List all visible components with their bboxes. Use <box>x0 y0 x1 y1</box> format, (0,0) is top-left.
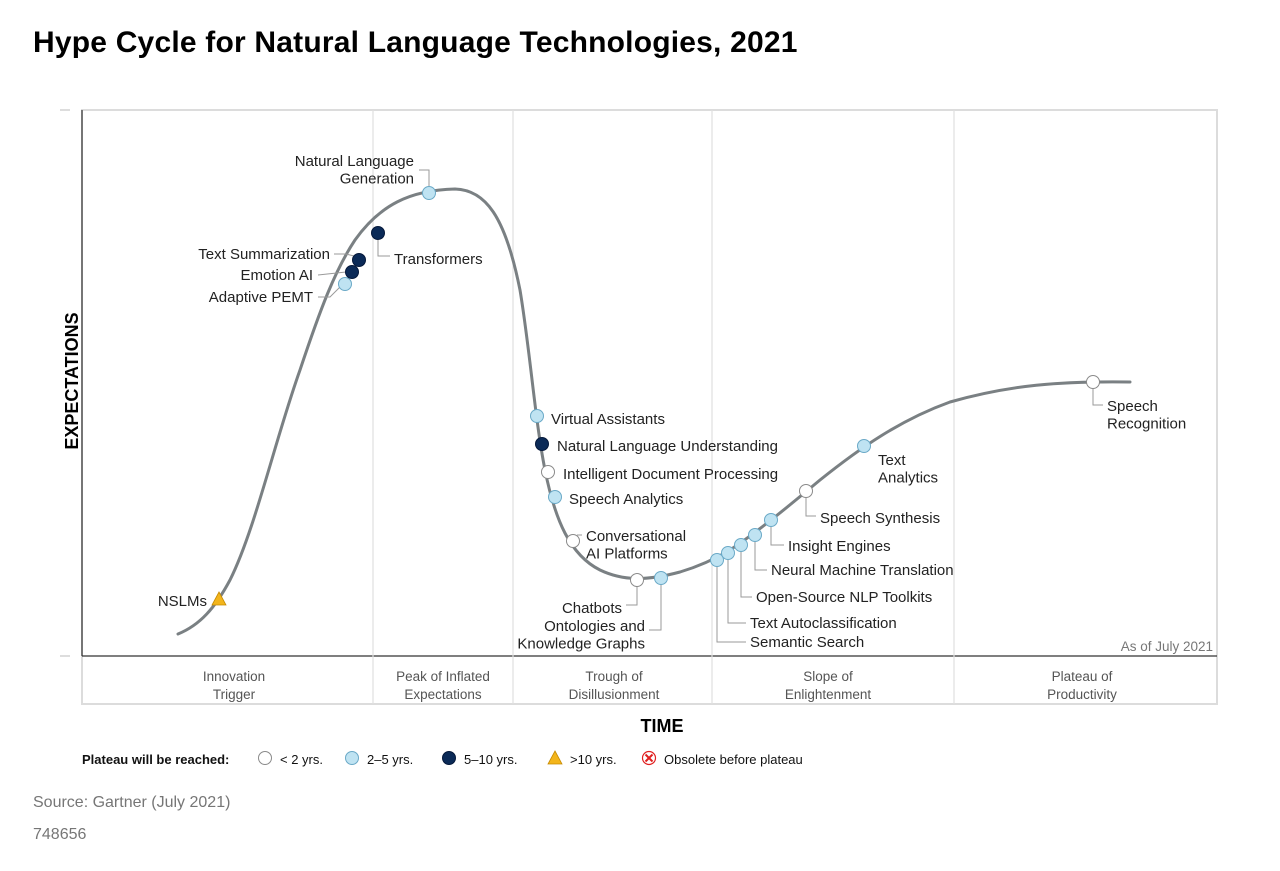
technology-label: Virtual Assistants <box>551 411 665 428</box>
technology-marker <box>548 490 562 504</box>
phase-labels: Innovation Trigger Peak of Inflated Expecta… <box>203 669 1117 702</box>
legend-label: >10 yrs. <box>570 752 617 767</box>
legend-title: Plateau will be reached: <box>82 752 229 767</box>
technology-label: Knowledge Graphs <box>517 636 645 653</box>
technology-label: Generation <box>340 171 414 188</box>
phase-label: Expectations <box>404 687 482 702</box>
leader-line <box>419 169 430 186</box>
leader-line <box>377 240 390 257</box>
source-note: Source: Gartner (July 2021) <box>33 794 231 811</box>
phase-label: Slope of <box>803 669 853 684</box>
technology-label: Transformers <box>394 251 483 268</box>
leader-line <box>740 552 752 598</box>
legend-label: Obsolete before plateau <box>664 752 803 767</box>
technology-marker <box>530 409 544 423</box>
page-title: Hype Cycle for Natural Language Technolo… <box>33 26 798 59</box>
technology-label: Natural Language Understanding <box>557 438 778 455</box>
x-axis-label: TIME <box>641 716 684 736</box>
legend-marker <box>345 751 359 765</box>
technology-label: Text <box>878 452 906 469</box>
leader-line <box>1092 389 1103 406</box>
technology-label: Speech Synthesis <box>820 510 940 527</box>
technology-label: Text Autoclassification <box>750 615 897 632</box>
leader-line <box>649 585 662 631</box>
leader-line <box>805 498 816 517</box>
y-axis-label: EXPECTATIONS <box>62 312 82 449</box>
technology-marker <box>422 186 436 200</box>
technology-label: Chatbots <box>562 600 622 617</box>
technology-label: Speech Analytics <box>569 491 683 508</box>
legend-label: 5–10 yrs. <box>464 752 517 767</box>
phase-label: Trigger <box>213 687 256 702</box>
technology-label: Open-Source NLP Toolkits <box>756 589 932 606</box>
leader-line <box>626 587 638 606</box>
document-id: 748656 <box>33 826 87 843</box>
technology-marker <box>748 528 762 542</box>
technology-label: Conversational <box>586 528 686 545</box>
phase-dividers <box>372 110 955 704</box>
technology-marker <box>857 439 871 453</box>
technology-label: Adaptive PEMT <box>209 289 313 306</box>
technology-label: Natural Language <box>295 153 414 170</box>
leader-line <box>317 271 347 276</box>
technology-label: Text Summarization <box>198 246 330 263</box>
as-of-label: As of July 2021 <box>1121 639 1213 654</box>
technology-marker <box>710 553 724 567</box>
phase-label: Enlightenment <box>785 687 872 702</box>
legend-label: 2–5 yrs. <box>367 752 413 767</box>
leader-line <box>318 286 341 298</box>
technology-marker <box>1086 375 1100 389</box>
hype-cycle-chart: Innovation Trigger Peak of Inflated Expecta… <box>60 109 1218 767</box>
technology-marker <box>764 513 778 527</box>
technology-marker <box>734 538 748 552</box>
label-leaders <box>317 169 1103 643</box>
technology-marker <box>721 546 735 560</box>
technology-label: AI Platforms <box>586 546 668 563</box>
phase-label: Disillusionment <box>569 687 660 702</box>
leader-line <box>334 253 355 257</box>
phase-label: Plateau of <box>1052 669 1113 684</box>
technology-label: Intelligent Document Processing <box>563 466 778 483</box>
legend-marker <box>442 751 456 765</box>
legend-marker <box>258 751 272 765</box>
technology-marker <box>211 591 227 606</box>
legend-marker <box>547 750 563 765</box>
technology-marker <box>345 265 359 279</box>
leader-line <box>727 560 746 624</box>
phase-label: Innovation <box>203 669 265 684</box>
legend-label: < 2 yrs. <box>280 752 323 767</box>
technology-marker <box>799 484 813 498</box>
technology-label: Recognition <box>1107 416 1186 433</box>
technology-marker <box>338 277 352 291</box>
technology-labels: NSLMs Adaptive PEMT Emotion AI Text Summari… <box>158 153 1186 653</box>
plot-frame <box>60 109 1218 705</box>
leader-line <box>716 567 746 643</box>
technology-markers <box>211 186 1100 606</box>
phase-label: Peak of Inflated <box>396 669 490 684</box>
technology-marker <box>541 465 555 479</box>
phase-label: Trough of <box>585 669 643 684</box>
technology-label: Speech <box>1107 398 1158 415</box>
leader-line <box>754 542 767 571</box>
technology-marker <box>371 226 385 240</box>
technology-marker <box>654 571 668 585</box>
phase-label: Productivity <box>1047 687 1117 702</box>
legend-marker <box>641 750 657 766</box>
technology-label: Semantic Search <box>750 634 864 651</box>
technology-label: Ontologies and <box>544 618 645 635</box>
technology-label: Analytics <box>878 470 938 487</box>
technology-marker <box>535 437 549 451</box>
leader-line <box>770 527 784 546</box>
technology-label: NSLMs <box>158 593 207 610</box>
technology-marker <box>352 253 366 267</box>
technology-label: Emotion AI <box>240 267 313 284</box>
technology-marker <box>630 573 644 587</box>
legend: Plateau will be reached: < 2 yrs. 2–5 yrs… <box>82 750 803 767</box>
technology-marker <box>566 534 580 548</box>
technology-label: Neural Machine Translation <box>771 562 954 579</box>
technology-label: Insight Engines <box>788 538 891 555</box>
